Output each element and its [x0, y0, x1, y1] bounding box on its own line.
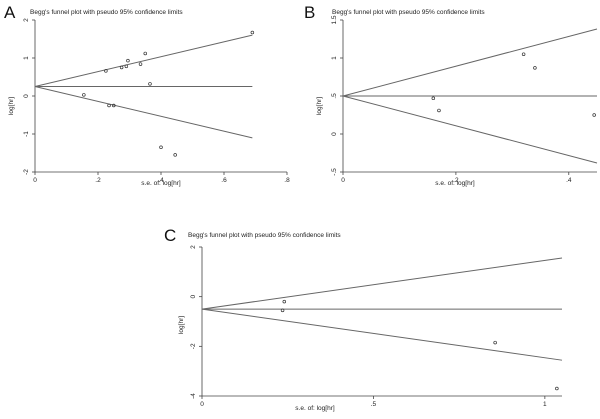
y-axis-label: log[hr]	[8, 97, 15, 115]
study-point	[82, 93, 86, 97]
y-tick-label: -1	[23, 131, 30, 137]
lower-confidence-limit	[34, 86, 253, 139]
x-tick-label: 0	[33, 177, 37, 184]
study-point	[111, 103, 116, 108]
y-tick-label: 0	[331, 132, 338, 136]
x-tick-label: .2	[453, 177, 459, 184]
study-point	[148, 82, 152, 86]
lower-confidence-limit	[201, 308, 563, 361]
study-point	[119, 65, 124, 70]
study-point	[107, 103, 111, 108]
y-tick-label: 0	[23, 94, 30, 98]
x-tick-label: 0	[200, 401, 204, 408]
chart-title: Begg's funnel plot with pseudo 95% confi…	[188, 232, 341, 239]
study-point	[280, 308, 285, 313]
y-tick-label: 2	[23, 18, 30, 22]
study-point	[437, 108, 441, 113]
study-point	[124, 64, 129, 69]
x-axis-label: s.e. of: log[hr]	[141, 180, 181, 187]
upper-confidence-limit	[201, 257, 563, 310]
study-point	[104, 69, 108, 73]
study-point	[533, 66, 537, 70]
y-tick-label: -.5	[331, 168, 338, 176]
panel-b: B Begg's funnel plot with pseudo 95% con…	[304, 3, 598, 187]
y-tick-label: -2	[23, 169, 30, 175]
x-tick-label: .8	[284, 177, 290, 184]
y-tick-label: -4	[190, 393, 197, 399]
x-tick-label: .2	[95, 177, 101, 184]
study-point	[521, 52, 526, 56]
study-point	[250, 30, 255, 35]
x-axis-label: s.e. of: log[hr]	[435, 180, 475, 187]
x-tick-label: .4	[158, 177, 164, 184]
lower-confidence-limit	[342, 95, 598, 164]
study-point	[143, 51, 148, 56]
chart-title: Begg's funnel plot with pseudo 95% confi…	[332, 9, 485, 16]
y-tick-label: -2	[190, 343, 197, 349]
y-tick-label: 1.5	[331, 15, 338, 24]
study-point	[431, 96, 436, 101]
study-point	[173, 153, 177, 157]
panel-a: A Begg's funnel plot with pseudo 95% con…	[4, 3, 290, 187]
study-point	[282, 299, 287, 304]
y-tick-label: 2	[190, 245, 197, 249]
y-tick-label: 1	[331, 56, 338, 60]
panel-label: B	[304, 3, 315, 22]
y-axis-label: log[hr]	[316, 97, 323, 115]
x-tick-label: .5	[371, 401, 377, 408]
panel-label: C	[164, 226, 176, 245]
study-point	[126, 58, 130, 63]
x-tick-label: .4	[566, 177, 572, 184]
x-tick-label: 0	[341, 177, 345, 184]
upper-confidence-limit	[34, 34, 253, 87]
study-point	[592, 113, 596, 117]
study-point	[159, 145, 163, 150]
chart-title: Begg's funnel plot with pseudo 95% confi…	[30, 9, 183, 16]
x-tick-label: 1	[543, 401, 547, 408]
x-tick-label: .6	[221, 177, 227, 184]
y-tick-label: 1	[23, 56, 30, 60]
upper-confidence-limit	[342, 28, 598, 97]
panel-c: C Begg's funnel plot with pseudo 95% con…	[164, 226, 563, 412]
study-point	[138, 62, 143, 66]
panel-label: A	[4, 3, 16, 22]
study-point	[555, 386, 559, 391]
y-tick-label: 0	[190, 294, 197, 298]
study-point	[493, 340, 497, 345]
y-tick-label: .5	[331, 93, 338, 99]
y-axis-label: log[hr]	[178, 316, 185, 334]
x-axis-label: s.e. of: log[hr]	[295, 405, 335, 412]
